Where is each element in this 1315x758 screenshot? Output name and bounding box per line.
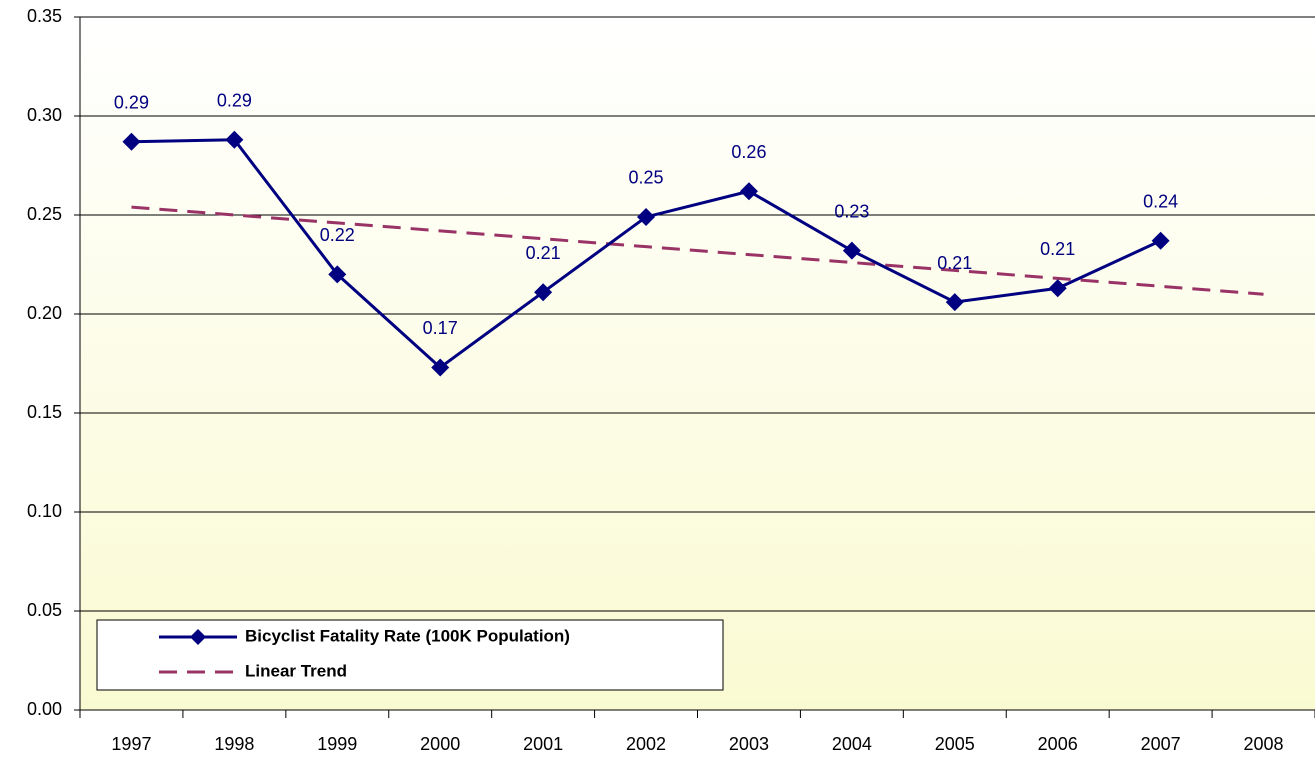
x-tick-label: 2006 — [1038, 734, 1078, 754]
legend-label: Bicyclist Fatality Rate (100K Population… — [245, 626, 570, 645]
legend-marker — [190, 629, 206, 645]
y-tick-label: 0.00 — [27, 699, 62, 719]
data-label: 0.24 — [1143, 191, 1178, 211]
marker — [637, 207, 656, 226]
data-label: 0.21 — [526, 243, 561, 263]
plot-area — [80, 17, 1315, 710]
data-label: 0.21 — [937, 253, 972, 273]
marker — [225, 130, 244, 149]
marker — [739, 182, 758, 201]
x-tick-label: 1999 — [317, 734, 357, 754]
data-label: 0.23 — [834, 201, 869, 221]
x-tick-label: 2005 — [935, 734, 975, 754]
legend-label: Linear Trend — [245, 661, 347, 680]
marker — [1151, 231, 1170, 250]
data-label: 0.25 — [629, 168, 664, 188]
data-label: 0.29 — [114, 92, 149, 112]
x-tick-label: 2007 — [1141, 734, 1181, 754]
y-tick-label: 0.05 — [27, 600, 62, 620]
data-label: 0.17 — [423, 318, 458, 338]
marker — [122, 132, 141, 151]
y-tick-label: 0.25 — [27, 204, 62, 224]
y-tick-label: 0.35 — [27, 6, 62, 26]
x-tick-label: 2003 — [729, 734, 769, 754]
x-tick-label: 1997 — [111, 734, 151, 754]
data-label: 0.29 — [217, 91, 252, 111]
series-line — [131, 205, 1264, 296]
x-tick-label: 1998 — [214, 734, 254, 754]
marker — [842, 241, 861, 260]
x-tick-label: 2000 — [420, 734, 460, 754]
data-label: 0.26 — [731, 142, 766, 162]
marker — [1048, 279, 1067, 298]
data-label: 0.21 — [1040, 239, 1075, 259]
y-tick-label: 0.20 — [27, 303, 62, 323]
marker — [534, 283, 553, 302]
x-tick-label: 2001 — [523, 734, 563, 754]
y-tick-label: 0.15 — [27, 402, 62, 422]
y-tick-label: 0.10 — [27, 501, 62, 521]
marker — [945, 293, 964, 312]
marker — [328, 265, 347, 284]
x-tick-label: 2002 — [626, 734, 666, 754]
x-tick-label: 2008 — [1244, 734, 1284, 754]
x-tick-label: 2004 — [832, 734, 872, 754]
legend-box — [96, 619, 724, 691]
data-label: 0.22 — [320, 225, 355, 245]
y-tick-label: 0.30 — [27, 105, 62, 125]
marker — [431, 358, 450, 377]
